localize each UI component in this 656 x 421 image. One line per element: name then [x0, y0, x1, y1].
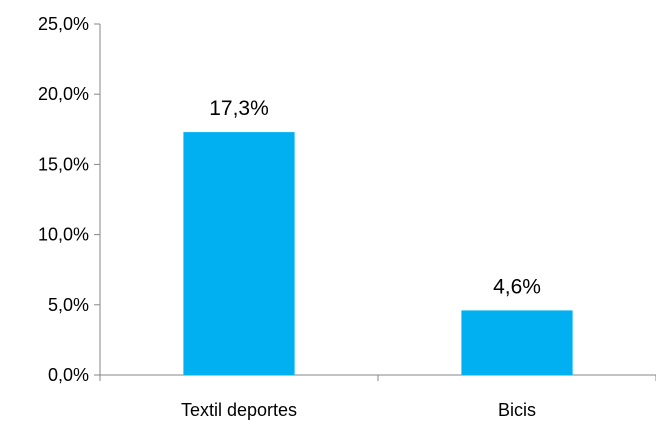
y-tick-label: 5,0% — [48, 295, 89, 315]
y-tick-label: 15,0% — [38, 154, 89, 174]
y-tick-label: 0,0% — [48, 365, 89, 385]
x-axis: Textil deportes Bicis — [99, 374, 656, 420]
x-tick-label: Textil deportes — [181, 400, 297, 420]
bars — [183, 132, 573, 375]
y-tick-label: 20,0% — [38, 84, 89, 104]
data-label: 4,6% — [493, 275, 541, 298]
data-label: 17,3% — [209, 97, 269, 120]
data-labels: 17,3% 4,6% — [209, 97, 541, 298]
x-tick-label: Bicis — [498, 400, 536, 420]
y-tick-label: 25,0% — [38, 14, 89, 34]
bar — [461, 310, 573, 375]
y-tick-label: 10,0% — [38, 225, 89, 245]
y-axis: 0,0% 5,0% 10,0% 15,0% 20,0% 25,0% — [38, 14, 101, 385]
bar — [183, 132, 295, 375]
